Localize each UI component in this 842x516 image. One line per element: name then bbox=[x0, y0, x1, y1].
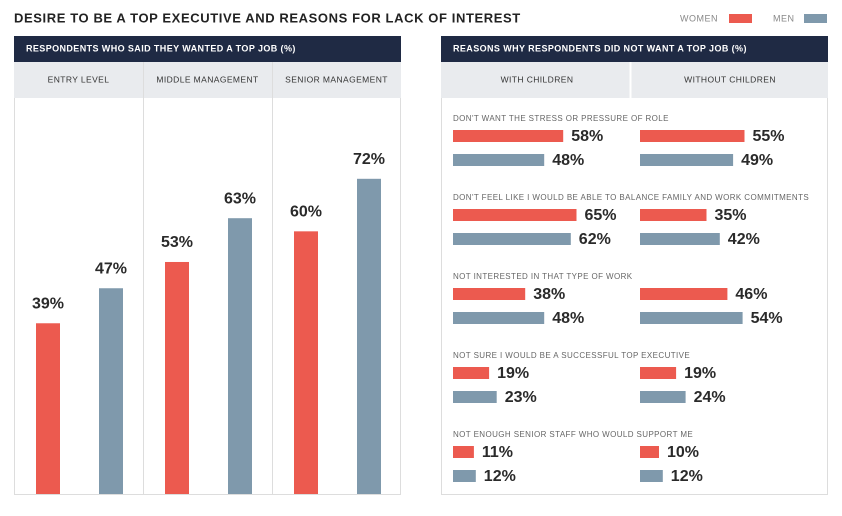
bar bbox=[453, 288, 526, 300]
bar bbox=[640, 130, 745, 142]
bar bbox=[294, 231, 318, 495]
value-label: 24% bbox=[694, 389, 726, 406]
bar bbox=[640, 288, 728, 300]
value-label: 60% bbox=[290, 204, 322, 221]
column-label: WITHOUT CHILDREN bbox=[684, 74, 776, 84]
reason-label: NOT SURE I WOULD BE A SUCCESSFUL TOP EXE… bbox=[453, 351, 690, 360]
value-label: 54% bbox=[751, 310, 783, 327]
value-label: 42% bbox=[728, 231, 760, 248]
bar bbox=[640, 209, 707, 221]
bar bbox=[357, 178, 381, 495]
legend-swatch bbox=[729, 14, 752, 23]
value-label: 10% bbox=[667, 444, 699, 461]
bar bbox=[36, 323, 60, 494]
bar bbox=[640, 446, 659, 458]
value-label: 19% bbox=[497, 365, 529, 382]
bar bbox=[453, 391, 497, 403]
bar bbox=[165, 261, 189, 494]
right-panel bbox=[441, 36, 828, 495]
value-label: 38% bbox=[533, 286, 565, 303]
value-label: 72% bbox=[353, 151, 385, 168]
value-label: 39% bbox=[32, 295, 64, 312]
value-label: 46% bbox=[735, 286, 767, 303]
value-label: 23% bbox=[505, 389, 537, 406]
column-label: ENTRY LEVEL bbox=[48, 74, 110, 84]
legend-label: WOMEN bbox=[680, 13, 718, 23]
reason-label: NOT INTERESTED IN THAT TYPE OF WORK bbox=[453, 272, 633, 281]
value-label: 65% bbox=[585, 207, 617, 224]
value-label: 48% bbox=[552, 310, 584, 327]
bar bbox=[453, 233, 571, 245]
bar bbox=[640, 367, 677, 379]
value-label: 19% bbox=[684, 365, 716, 382]
panel-title: REASONS WHY RESPONDENTS DID NOT WANT A T… bbox=[453, 43, 747, 53]
bar bbox=[453, 209, 577, 221]
column-label: MIDDLE MANAGEMENT bbox=[156, 74, 258, 84]
reason-label: DON'T FEEL LIKE I WOULD BE ABLE TO BALAN… bbox=[453, 193, 809, 202]
value-label: 12% bbox=[484, 468, 516, 485]
left-subheader bbox=[14, 62, 401, 98]
value-label: 12% bbox=[671, 468, 703, 485]
value-label: 49% bbox=[741, 152, 773, 169]
bar bbox=[99, 288, 123, 494]
bar bbox=[453, 470, 476, 482]
bar bbox=[453, 312, 545, 324]
left-panel bbox=[14, 36, 401, 495]
bar bbox=[640, 470, 663, 482]
bar bbox=[453, 367, 490, 379]
bar bbox=[640, 312, 743, 324]
bar bbox=[453, 446, 474, 458]
bar bbox=[453, 130, 564, 142]
right-subheader bbox=[441, 62, 828, 98]
reason-label: NOT ENOUGH SENIOR STAFF WHO WOULD SUPPOR… bbox=[453, 430, 693, 439]
value-label: 63% bbox=[224, 190, 256, 207]
bar bbox=[640, 233, 720, 245]
value-label: 55% bbox=[753, 128, 785, 145]
bar bbox=[228, 218, 252, 494]
bar bbox=[640, 154, 734, 166]
value-label: 35% bbox=[715, 207, 747, 224]
value-label: 11% bbox=[482, 444, 513, 461]
bar bbox=[453, 154, 545, 166]
value-label: 53% bbox=[161, 234, 193, 251]
value-label: 62% bbox=[579, 231, 611, 248]
column-label: SENIOR MANAGEMENT bbox=[285, 74, 388, 84]
value-label: 58% bbox=[571, 128, 603, 145]
right-header bbox=[441, 36, 828, 62]
left-header bbox=[14, 36, 401, 62]
reason-label: DON'T WANT THE STRESS OR PRESSURE OF ROL… bbox=[453, 114, 669, 123]
panel-title: RESPONDENTS WHO SAID THEY WANTED A TOP J… bbox=[26, 43, 296, 53]
value-label: 47% bbox=[95, 260, 127, 277]
page-title: DESIRE TO BE A TOP EXECUTIVE AND REASONS… bbox=[14, 10, 521, 25]
column-label: WITH CHILDREN bbox=[501, 74, 574, 84]
legend-label: MEN bbox=[773, 13, 795, 23]
value-label: 48% bbox=[552, 152, 584, 169]
bar bbox=[640, 391, 686, 403]
legend-swatch bbox=[804, 14, 827, 23]
